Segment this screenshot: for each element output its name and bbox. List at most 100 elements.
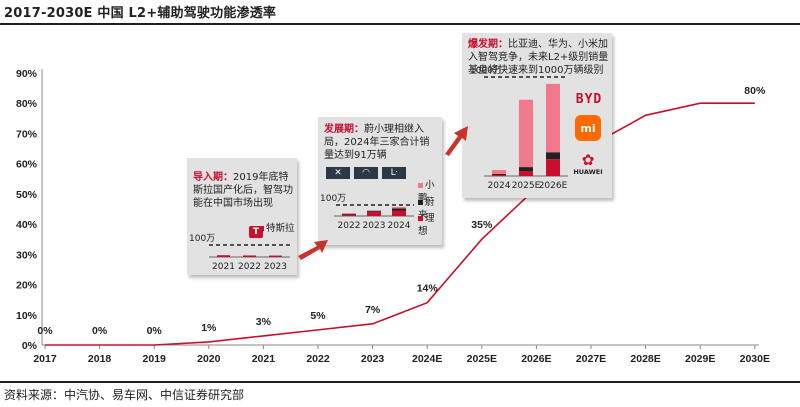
boom-bar-segment	[492, 174, 506, 176]
x-tick-label: 2018	[88, 353, 112, 365]
nio-swatch	[418, 200, 423, 205]
ev-brand-logos: ✕ ◠ ᒷ	[326, 167, 406, 179]
boom-bar-segment	[492, 175, 506, 176]
growth-bar-segment	[342, 214, 356, 216]
growth-bar-segment	[367, 211, 381, 212]
data-label: 35%	[471, 219, 493, 231]
boom-year-label: 2024	[488, 181, 511, 191]
data-label: 80%	[744, 85, 766, 97]
growth-ref-label: 100万	[320, 194, 346, 204]
growth-legend-nio: 蔚来	[418, 196, 442, 222]
intro-bar-segment	[217, 255, 230, 257]
growth-bar-segment	[342, 213, 356, 215]
growth-year-label: 2023	[363, 221, 386, 231]
boom-bar-segment	[492, 170, 506, 175]
boom-bar-segment	[519, 99, 533, 168]
y-tick-label: 90%	[16, 68, 38, 80]
x-tick-label: 2030E	[740, 353, 770, 365]
growth-bar-segment	[392, 210, 406, 216]
boom-ref-label: 1000万	[470, 66, 502, 76]
huawei-wordmark: HUAWEI	[573, 167, 603, 176]
xpeng-logo: ✕	[326, 167, 350, 179]
arrow-intro-to-growth	[298, 240, 328, 260]
boom-text: 比亚迪、华为、小米加入智驾竞争，未来L2+级别销量基盘将快速来到1000万辆级别	[468, 39, 609, 76]
y-tick-label: 70%	[16, 128, 38, 140]
data-label: 1%	[201, 322, 217, 334]
data-label: 14%	[417, 283, 439, 295]
growth-year-label: 2024	[388, 221, 411, 231]
intro-year-label: 2021	[212, 262, 235, 272]
growth-label: 发展期：	[324, 124, 364, 135]
xpeng-swatch	[418, 183, 423, 188]
source-note: 资料来源：中汽协、易车网、中信证券研究部	[4, 388, 245, 402]
boom-bar-segment	[546, 83, 560, 153]
intro-panel: 导入期：2019年底特斯拉国产化后，智驾功能在中国市场出现 T 特斯拉 100万…	[187, 158, 297, 275]
chart-title: 2017-2030E 中国 L2+辅助驾驶功能渗透率	[4, 6, 277, 21]
penetration-line	[45, 102, 755, 346]
boom-bar-segment	[546, 152, 560, 160]
x-tick-label: 2028E	[630, 353, 660, 365]
y-tick-label: 0%	[22, 340, 38, 352]
tesla-legend-swatch	[259, 226, 264, 231]
x-tick-label: 2024E	[412, 353, 442, 365]
byd-logo: BYD	[575, 91, 603, 107]
growth-legend-xpeng: 小鹏	[418, 179, 442, 205]
li-auto-logo: ᒷ	[382, 167, 406, 179]
boom-bar-segment	[519, 171, 533, 176]
intro-bar-segment	[269, 255, 282, 257]
intro-label: 导入期：	[193, 172, 233, 183]
intro-year-label: 2023	[264, 262, 287, 272]
data-label: 0%	[37, 325, 53, 337]
tesla-legend-label: 特斯拉	[266, 223, 295, 234]
growth-year-label: 2022	[338, 221, 361, 231]
boom-description: 爆发期：比亚迪、华为、小米加入智驾竞争，未来L2+级别销量基盘将快速来到1000…	[468, 38, 610, 77]
data-label: 3%	[256, 316, 272, 328]
huawei-flower-icon: ✿	[581, 150, 595, 169]
growth-text: 蔚小理相继入局，2024年三家合计销量达到91万辆	[324, 124, 430, 161]
growth-bar-segment	[367, 210, 381, 212]
growth-panel: 发展期：蔚小理相继入局，2024年三家合计销量达到91万辆 ✕ ◠ ᒷ 100万…	[318, 117, 442, 245]
li-legend-label: 理想	[418, 213, 435, 237]
data-label: 5%	[310, 310, 326, 322]
y-tick-label: 80%	[16, 98, 38, 110]
y-tick-label: 30%	[16, 249, 38, 261]
bottom-divider	[0, 381, 800, 383]
x-tick-label: 2025E	[467, 353, 497, 365]
nio-logo: ◠	[354, 167, 378, 179]
top-divider	[0, 23, 800, 25]
boom-label: 爆发期：	[468, 39, 508, 50]
penetration-chart: 0% 10% 20% 30% 40% 50% 60% 70% 80% 90% 2017 2018 201…	[16, 68, 770, 365]
boom-year-label: 2026E	[539, 181, 568, 191]
y-tick-label: 50%	[16, 189, 38, 201]
intro-legend: 特斯拉	[259, 222, 295, 235]
intro-ref-label: 100万	[189, 234, 215, 244]
x-tick-label: 2023	[361, 353, 385, 365]
intro-description: 导入期：2019年底特斯拉国产化后，智驾功能在中国市场出现	[193, 171, 293, 210]
intro-mini-chart: 100万 2021 2022 2023	[189, 234, 291, 272]
data-label: 0%	[147, 325, 163, 337]
y-tick-label: 20%	[16, 280, 38, 292]
boom-bar-segment	[519, 167, 533, 172]
data-label: 0%	[92, 325, 108, 337]
x-tick-label: 2017	[33, 353, 57, 365]
growth-bar-segment	[342, 213, 356, 214]
growth-legend-li: 理想	[418, 212, 442, 238]
x-tick-label: 2021	[252, 353, 276, 365]
boom-bar-segment	[546, 159, 560, 176]
huawei-logo: ✿ HUAWEI	[568, 151, 608, 177]
x-tick-label: 2027E	[576, 353, 606, 365]
li-swatch	[418, 216, 423, 221]
x-tick-label: 2022	[306, 353, 330, 365]
y-tick-label: 40%	[16, 219, 38, 231]
nio-legend-label: 蔚来	[418, 197, 435, 221]
intro-year-label: 2022	[238, 262, 261, 272]
growth-bar-segment	[367, 211, 381, 216]
boom-year-label: 2025E	[512, 181, 541, 191]
xiaomi-logo: mi	[575, 115, 601, 141]
xpeng-legend-label: 小鹏	[418, 180, 435, 204]
x-tick-label: 2019	[143, 353, 167, 365]
y-tick-label: 60%	[16, 159, 38, 171]
x-tick-label: 2026E	[521, 353, 551, 365]
intro-text: 2019年底特斯拉国产化后，智驾功能在中国市场出现	[193, 172, 293, 209]
